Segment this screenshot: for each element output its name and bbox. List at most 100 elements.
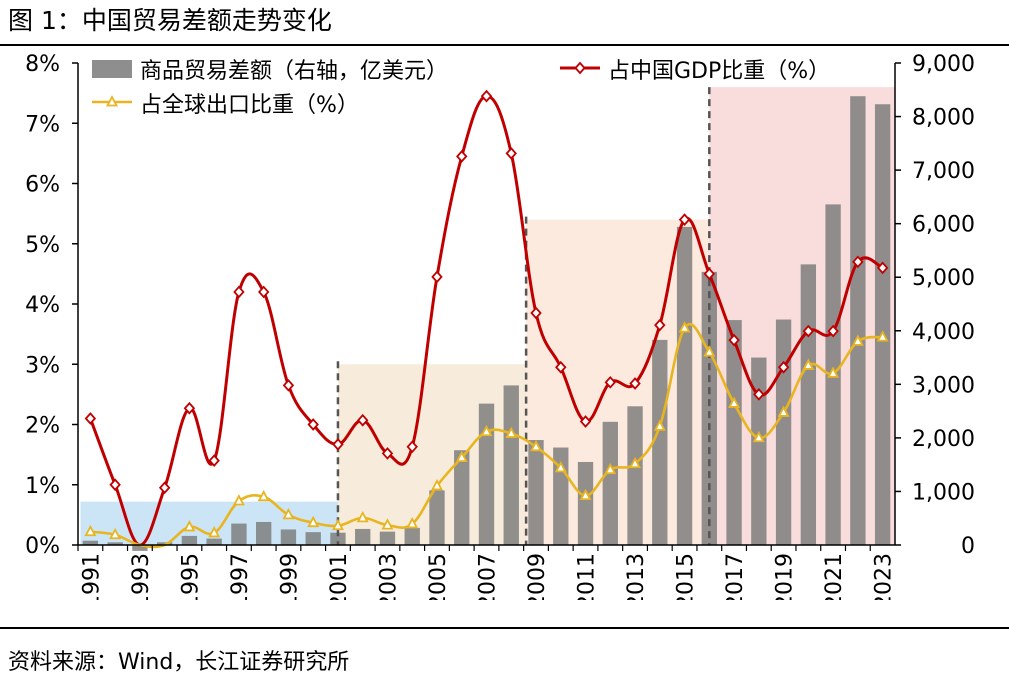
gdp-share-point-2011	[579, 415, 592, 428]
bar-2000	[305, 532, 321, 545]
gdp-share-point-2017	[728, 333, 740, 347]
export-share-point-2010	[554, 460, 567, 473]
bar-1998	[256, 521, 272, 545]
export-share-point-2009	[530, 439, 543, 452]
gdp-share-point-2010	[555, 360, 567, 374]
bar-1996	[206, 538, 222, 545]
export-share-point-2017	[728, 396, 741, 408]
export-share-point-2015	[678, 321, 691, 333]
x-tick-label: 2005	[426, 553, 451, 600]
left-tick-label: 3%	[25, 353, 60, 378]
gdp-share-point-1997	[233, 285, 245, 299]
x-tick-label: 1995	[178, 553, 203, 600]
bar-2020	[800, 264, 817, 545]
export-share-point-2021	[827, 366, 840, 378]
gdp-share-point-2016	[703, 267, 716, 281]
period-dividers	[336, 87, 711, 545]
gdp-share-point-2022	[852, 255, 864, 269]
line-series	[84, 89, 889, 549]
gdp-share-point-2015	[678, 213, 691, 226]
gdp-share-point-2007	[480, 89, 493, 103]
bar-1992	[107, 542, 123, 545]
gdp-share-point-2008	[505, 147, 517, 160]
export-share-point-1992	[109, 527, 122, 540]
bar-2016	[701, 271, 717, 545]
legend-swatch-bar	[92, 60, 132, 78]
export-share-point-2013	[629, 456, 642, 469]
right-tick-label: 4,000	[912, 320, 975, 345]
source-rule	[0, 627, 1009, 629]
export-share-point-2018	[752, 430, 765, 443]
bar-2004	[404, 527, 420, 545]
bar-2002	[355, 528, 371, 545]
left-tick-label: 5%	[25, 233, 60, 258]
left-tick-label: 2%	[25, 414, 60, 439]
gdp-share-point-1991	[84, 412, 97, 425]
gdp-share-point-2003	[381, 447, 394, 460]
export-share-point-1998	[257, 489, 270, 502]
bar-2022	[850, 96, 866, 546]
export-share-point-2022	[851, 334, 864, 346]
gdp-share-point-2020	[802, 324, 815, 338]
bar-2005	[429, 490, 445, 545]
gdp-share-point-2004	[406, 440, 418, 454]
gdp-share-point-2009	[530, 306, 542, 320]
right-tick-label: 8,000	[912, 106, 975, 131]
right-tick-label: 1,000	[912, 480, 975, 505]
gdp-share-point-2018	[753, 388, 765, 401]
bar-2012	[602, 421, 618, 545]
export-share-point-1997	[232, 494, 245, 506]
gdp-share-point-2002	[357, 413, 369, 427]
x-tick-label: 2019	[773, 553, 798, 600]
gdp-share-point-2019	[777, 360, 790, 374]
bar-2013	[627, 406, 643, 545]
legend-marker-gdp	[574, 61, 586, 75]
gdp-share-point-2023	[876, 261, 889, 275]
legend-label-bar: 商品贸易差额（右轴，亿美元）	[140, 59, 448, 84]
x-tick-label: 2007	[476, 553, 501, 600]
bar-2011	[577, 461, 594, 545]
bar-2008	[503, 385, 519, 545]
gdp-share-point-1994	[158, 481, 171, 495]
left-tick-label: 1%	[25, 474, 60, 499]
gdp-share-point-1992	[109, 478, 121, 492]
export-share-point-2016	[703, 345, 716, 357]
bar-series	[82, 96, 891, 551]
gdp-share-point-1999	[282, 378, 295, 392]
export-share-point-2012	[604, 462, 617, 475]
gdp-share-point-2014	[654, 318, 666, 332]
left-tick-label: 4%	[25, 293, 60, 318]
bar-2009	[528, 440, 544, 545]
bar-1995	[181, 535, 198, 545]
bar-2017	[726, 320, 742, 545]
export-share-point-2005	[430, 479, 443, 491]
export-share-point-1996	[208, 526, 221, 538]
legend-label-export: 占全球出口比重（%）	[140, 93, 359, 118]
bar-2018	[751, 357, 767, 545]
export-share-point-1991	[84, 524, 97, 537]
export-share-point-2023	[876, 330, 889, 342]
export-share-point-2007	[480, 424, 493, 437]
x-tick-label: 2023	[872, 553, 897, 600]
right-tick-label: 7,000	[912, 159, 975, 184]
x-tick-label: 2001	[327, 553, 352, 600]
export-share-point-2001	[331, 518, 344, 531]
bar-2023	[874, 104, 891, 545]
bar-1991	[82, 540, 99, 545]
gdp-share-point-2012	[604, 375, 616, 389]
left-tick-label: 6%	[25, 173, 60, 198]
x-tick-label: 2021	[822, 553, 847, 600]
bar-2019	[775, 319, 792, 545]
export-share-point-2019	[777, 405, 790, 417]
gdp-share-point-1996	[208, 454, 220, 467]
left-tick-label: 0%	[25, 534, 60, 559]
export-share-point-2011	[579, 488, 592, 500]
x-tick-label: 1993	[129, 553, 154, 600]
x-tick-label: 2011	[575, 553, 600, 600]
export-share-point-2003	[381, 518, 394, 530]
right-tick-label: 5,000	[912, 266, 975, 291]
bar-1997	[231, 523, 247, 545]
bar-2007	[478, 403, 495, 545]
gdp-share-point-1995	[183, 401, 196, 415]
x-tick-label: 2015	[674, 553, 699, 600]
